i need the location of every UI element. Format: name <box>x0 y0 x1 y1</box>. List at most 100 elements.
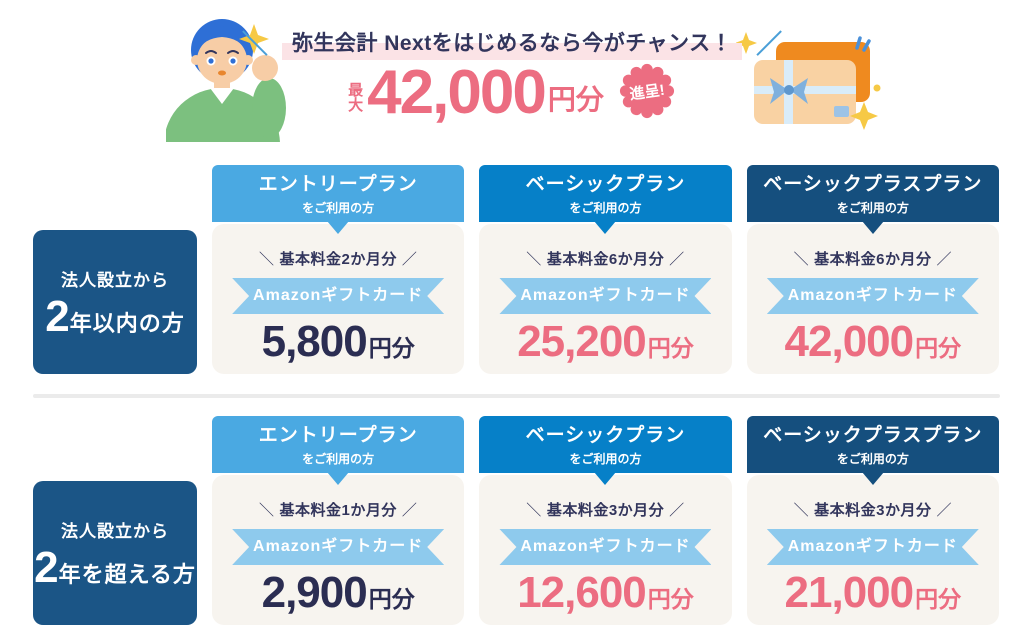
period-text: 基本料金6か月分 <box>546 251 665 268</box>
amazon-gift-ribbon: Amazonギフトカード <box>766 278 979 314</box>
period-text: 基本料金6か月分 <box>814 251 932 268</box>
plan-card-header: ベーシックプラスプラン をご利用の方 <box>746 165 999 222</box>
amazon-gift-ribbon: Amazonギフトカード <box>232 529 445 565</box>
row-label-line1: 法人設立から <box>61 521 169 541</box>
gift-unit: 円分 <box>915 335 962 361</box>
period-open-slash: ＼ <box>258 251 275 268</box>
scalloped-seal-icon <box>619 63 674 119</box>
plans-row-over-2-years: 法人設立から 2 年を超える方 エントリープラン をご利用の方 ＼ 基本料金1か月… <box>33 416 999 625</box>
badge-label: 進呈! <box>628 81 666 103</box>
gift-value: 42,000 円分 <box>747 320 999 364</box>
gift-unit: 円分 <box>915 586 962 612</box>
gift-value: 5,800 円分 <box>212 320 464 364</box>
plan-card-entry: エントリープラン をご利用の方 ＼ 基本料金1か月分／ Amazonギフトカード … <box>212 416 465 625</box>
plans-row-within-2-years: 法人設立から 2 年以内の方 エントリープラン をご利用の方 ＼ 基本料金2か月分… <box>33 165 999 374</box>
gift-value: 21,000 円分 <box>747 571 999 615</box>
period-open-slash: ＼ <box>526 502 542 519</box>
plan-card-header: ベーシックプラン をご利用の方 <box>479 165 732 222</box>
plan-card-entry: エントリープラン をご利用の方 ＼ 基本料金2か月分／ Amazonギフトカード … <box>212 165 465 374</box>
gift-unit: 円分 <box>647 586 694 612</box>
gift-value: 2,900 円分 <box>212 571 464 615</box>
amazon-gift-ribbon: Amazonギフトカード <box>499 278 712 314</box>
banner-title-row: ＼ 弥生会計 Nextをはじめるなら今がチャンス！ ／ <box>0 24 1024 61</box>
row-label-rest: 年以内の方 <box>69 310 185 336</box>
plan-card-header: エントリープラン をご利用の方 <box>212 416 465 473</box>
plan-card-header: ベーシックプラスプラン をご利用の方 <box>746 416 999 473</box>
max-label-char-2: 大 <box>348 97 364 115</box>
period-label: ＼ 基本料金3か月分／ <box>479 499 731 520</box>
period-close-slash: ／ <box>401 251 418 268</box>
period-label: ＼ 基本料金2か月分／ <box>212 248 464 269</box>
gift-amount: 21,000 <box>784 568 915 617</box>
banner-title: 弥生会計 Nextをはじめるなら今がチャンス！ <box>281 25 743 60</box>
period-close-slash: ／ <box>936 502 952 519</box>
plan-card-body: ＼ 基本料金6か月分／ Amazonギフトカード 42,000 円分 <box>746 224 999 374</box>
left-slash-decoration: ＼ <box>241 29 268 59</box>
period-text: 基本料金3か月分 <box>546 502 665 519</box>
plan-card-basic-plus: ベーシックプラスプラン をご利用の方 ＼ 基本料金6か月分／ Amazonギフトカ… <box>746 165 999 374</box>
presentation-badge: 進呈! <box>618 62 676 120</box>
max-amount-unit: 円分 <box>547 84 604 115</box>
plan-card-body: ＼ 基本料金2か月分／ Amazonギフトカード 5,800 円分 <box>212 224 465 374</box>
gift-amount: 25,200 <box>517 317 647 366</box>
speech-tail <box>327 221 350 234</box>
row-label-line1: 法人設立から <box>61 270 169 290</box>
plan-subtitle: をご利用の方 <box>302 200 375 215</box>
gift-unit: 円分 <box>368 335 415 361</box>
speech-tail <box>327 472 350 485</box>
right-slash-decoration: ／ <box>756 29 783 59</box>
gift-cards-icon <box>736 32 881 130</box>
period-open-slash: ＼ <box>258 502 275 519</box>
row-divider <box>33 394 1000 398</box>
gift-value: 25,200 円分 <box>479 320 731 364</box>
speech-tail <box>861 221 884 234</box>
plan-name: ベーシックプラスプラン <box>763 174 983 195</box>
plan-card-basic-plus: ベーシックプラスプラン をご利用の方 ＼ 基本料金3か月分／ Amazonギフトカ… <box>746 416 999 625</box>
max-label: 最 大 <box>348 82 364 125</box>
gift-value: 12,600 円分 <box>479 571 731 615</box>
period-open-slash: ＼ <box>526 251 542 268</box>
period-text: 基本料金1か月分 <box>279 502 397 519</box>
plan-subtitle: をご利用の方 <box>569 200 642 215</box>
plan-name: ベーシックプラン <box>525 425 686 446</box>
period-label: ＼ 基本料金6か月分／ <box>479 248 731 269</box>
plan-card-body: ＼ 基本料金1か月分／ Amazonギフトカード 2,900 円分 <box>212 475 465 625</box>
period-label: ＼ 基本料金1か月分／ <box>212 499 464 520</box>
gift-unit: 円分 <box>368 586 415 612</box>
speech-tail <box>594 472 617 485</box>
row-label-within-2-years: 法人設立から 2 年以内の方 <box>33 230 197 374</box>
plan-subtitle: をご利用の方 <box>836 451 909 466</box>
gift-unit: 円分 <box>647 335 694 361</box>
plan-card-basic: ベーシックプラン をご利用の方 ＼ 基本料金3か月分／ Amazonギフトカード … <box>479 416 732 625</box>
plan-card-basic: ベーシックプラン をご利用の方 ＼ 基本料金6か月分／ Amazonギフトカード … <box>479 165 732 374</box>
gift-amount: 5,800 <box>261 317 368 366</box>
row-label-line2: 2 年を超える方 <box>34 542 196 592</box>
speech-tail <box>861 472 884 485</box>
period-text: 基本料金3か月分 <box>814 502 932 519</box>
gift-amount: 42,000 <box>784 317 915 366</box>
row-label-big-number: 2 <box>45 291 70 341</box>
speech-tail <box>594 221 617 234</box>
plan-name: エントリープラン <box>258 425 418 446</box>
period-open-slash: ＼ <box>793 502 810 519</box>
plan-card-header: ベーシックプラン をご利用の方 <box>479 416 732 473</box>
promo-banner: ＼ 弥生会計 Nextをはじめるなら今がチャンス！ ／ 最 大 42,000 円… <box>0 0 1024 152</box>
row-label-rest: 年を超える方 <box>58 561 196 587</box>
plan-card-body: ＼ 基本料金3か月分／ Amazonギフトカード 12,600 円分 <box>479 475 732 625</box>
plan-card-header: エントリープラン をご利用の方 <box>212 165 465 222</box>
amazon-gift-ribbon: Amazonギフトカード <box>766 529 979 565</box>
row-label-big-number: 2 <box>34 542 59 592</box>
period-close-slash: ／ <box>669 251 685 268</box>
row-label-over-2-years: 法人設立から 2 年を超える方 <box>33 481 197 625</box>
row-label-line2: 2 年以内の方 <box>45 291 185 341</box>
plan-subtitle: をご利用の方 <box>836 200 909 215</box>
period-text: 基本料金2か月分 <box>279 251 397 268</box>
plan-card-body: ＼ 基本料金3か月分／ Amazonギフトカード 21,000 円分 <box>746 475 999 625</box>
plan-subtitle: をご利用の方 <box>302 451 375 466</box>
amazon-gift-ribbon: Amazonギフトカード <box>499 529 712 565</box>
gift-amount: 12,600 <box>517 568 647 617</box>
period-open-slash: ＼ <box>793 251 810 268</box>
plan-name: ベーシックプラスプラン <box>763 425 983 446</box>
mascot-character-icon <box>166 19 286 142</box>
plan-subtitle: をご利用の方 <box>569 451 642 466</box>
